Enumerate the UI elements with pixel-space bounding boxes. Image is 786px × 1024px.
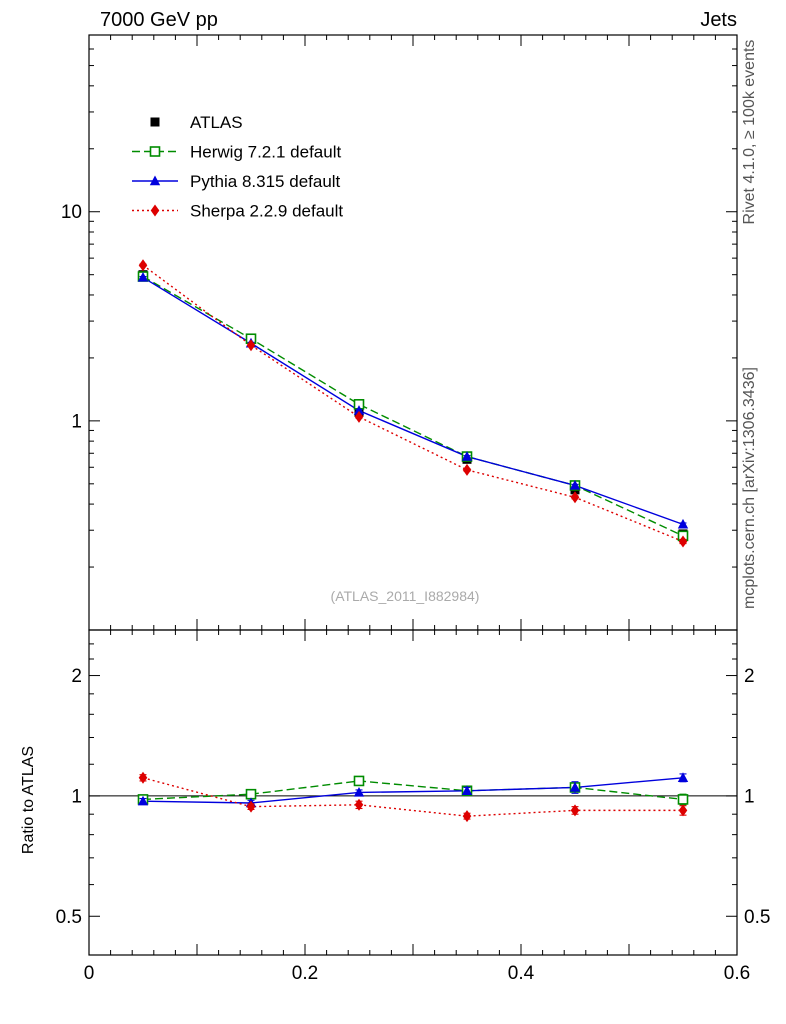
- ratio-plot-frame: [88, 629, 738, 956]
- x-tick-label: 0.6: [724, 963, 750, 984]
- data-point-marker: [462, 810, 472, 823]
- data-point-marker: [678, 804, 688, 817]
- legend-label: Pythia 8.315 default: [190, 172, 341, 191]
- data-point-marker: [462, 463, 472, 476]
- y-tick-label: 2: [744, 666, 755, 687]
- data-point-marker: [677, 518, 689, 529]
- data-point-marker: [246, 339, 256, 352]
- ratio-axis-title: Ratio to ATLAS: [20, 746, 37, 854]
- chart-canvas: 0 0.2 0.4 0.6 1 10 0.5 0.5 1 1 2 2 ATLAS Herwig 7.2.1…: [56, 34, 770, 984]
- data-point-marker: [461, 785, 473, 795]
- series-line-herwig: [142, 275, 684, 537]
- analysis-id-watermark: (ATLAS_2011_I882984): [331, 588, 480, 604]
- data-point-marker: [150, 117, 160, 127]
- y-tick-label: 10: [61, 202, 82, 223]
- legend-label: ATLAS: [190, 113, 243, 132]
- series-line-sherpa: [142, 777, 683, 817]
- data-point-marker: [353, 786, 365, 797]
- plot-title-left: 7000 GeV pp: [100, 9, 218, 31]
- series-line-pythia: [142, 276, 684, 526]
- series-line-herwig: [142, 780, 684, 801]
- y-tick-label: 0.5: [744, 907, 770, 928]
- data-point-marker: [570, 491, 580, 504]
- y-tick-label: 1: [744, 786, 755, 807]
- data-point-marker: [149, 175, 161, 186]
- data-point-marker: [138, 771, 148, 784]
- legend-label: Herwig 7.2.1 default: [190, 143, 341, 162]
- y-tick-label: 0.5: [56, 907, 82, 928]
- series-line-sherpa: [142, 264, 684, 543]
- mcplots-arxiv-label: mcplots.cern.ch [arXiv:1306.3436]: [741, 367, 758, 609]
- data-point-marker: [354, 410, 364, 423]
- data-point-marker: [137, 795, 149, 806]
- data-point-marker: [138, 259, 148, 272]
- data-point-marker: [137, 271, 149, 282]
- plot-title-right: Jets: [700, 9, 737, 31]
- series-line-pythia: [142, 777, 684, 804]
- data-point-marker: [461, 451, 473, 461]
- y-tick-label: 2: [71, 666, 82, 687]
- y-tick-label: 1: [71, 786, 82, 807]
- rivet-version-label: Rivet 4.1.0, ≥ 100k events: [741, 40, 758, 225]
- data-point-marker: [569, 781, 581, 792]
- x-tick-label: 0.4: [508, 963, 535, 984]
- data-point-marker: [354, 798, 364, 811]
- x-tick-label: 0: [84, 963, 95, 984]
- data-point-marker: [353, 775, 365, 787]
- data-point-marker: [569, 479, 581, 490]
- x-tick-label: 0.2: [292, 963, 318, 984]
- main-plot-frame: [88, 34, 738, 631]
- data-point-marker: [149, 146, 161, 157]
- data-point-marker: [677, 772, 689, 782]
- data-point-marker: [246, 800, 256, 813]
- data-point-marker: [677, 794, 689, 805]
- data-point-marker: [353, 405, 365, 415]
- data-point-marker: [150, 204, 160, 217]
- data-point-marker: [245, 788, 257, 800]
- data-point-marker: [678, 535, 688, 548]
- y-tick-label: 1: [71, 411, 82, 432]
- legend-label: Sherpa 2.2.9 default: [190, 202, 343, 221]
- data-point-marker: [570, 804, 580, 817]
